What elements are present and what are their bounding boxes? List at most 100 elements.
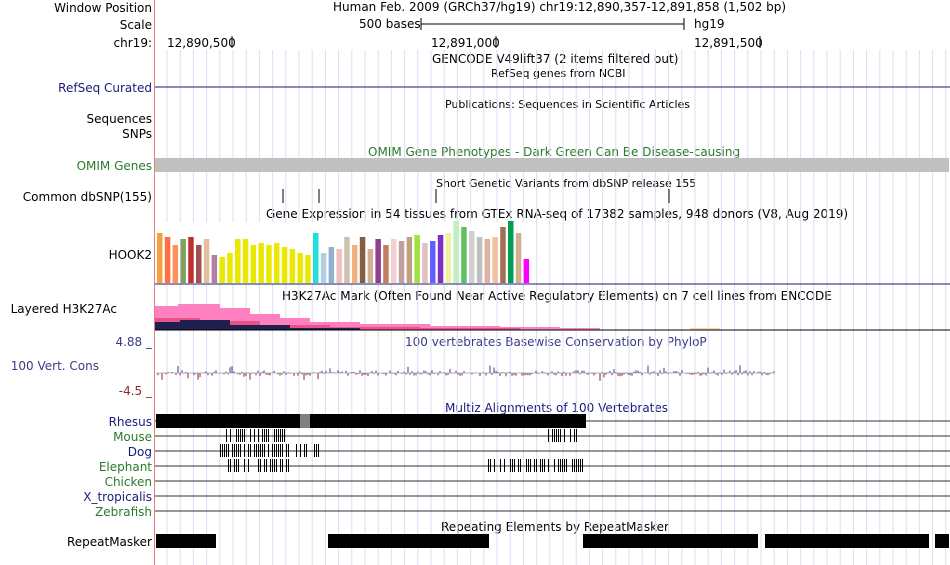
alignment-stripe [494,459,495,472]
gtex-tissue-bar [430,241,436,283]
common-dbsnp-label[interactable]: Common dbSNP(155) [22,190,152,204]
h3k27ac-signal [155,304,950,331]
gtex-tissue-bar [437,235,444,283]
gtex-tissue-bar [172,245,179,283]
alignment-stripe [240,444,241,457]
multiz-track-title[interactable]: Multiz Alignments of 100 Vertebrates [445,401,669,415]
alignment-stripe [562,459,563,472]
alignment-stripe [276,444,277,457]
gtex-tissue-bar [406,237,413,283]
alignment-stripe [276,459,277,472]
phylop-conservation-wiggle [155,365,775,381]
alignment-stripe [542,459,543,472]
alignment-stripe [512,459,513,472]
repeatmasker-elements [156,534,949,548]
sequences-label[interactable]: Sequences [86,112,152,126]
species-label-mouse[interactable]: Mouse [113,430,152,444]
species-label-dog[interactable]: Dog [127,445,152,459]
alignment-stripe [304,444,305,457]
tick-label-3: 12,891,500 [694,36,763,50]
alignment-stripe [240,429,241,442]
gtex-tissue-bar [391,239,397,283]
alignment-stripe [278,444,279,457]
alignment-stripe [264,459,265,472]
omim-genes-label[interactable]: OMIM Genes [76,159,152,173]
alignment-stripe [248,444,249,457]
alignment-stripe [262,444,263,457]
gtex-tissue-bar [523,259,530,283]
gtex-tissue-bar [344,237,350,283]
gtex-tissue-bar [383,245,389,283]
repeatmasker-track-title[interactable]: Repeating Elements by RepeatMasker [441,520,669,534]
gtex-tissue-bar [297,253,303,283]
alignment-stripe [526,459,527,472]
alignment-stripe [564,459,565,472]
alignment-stripe [238,459,239,472]
alignment-stripe [272,459,273,472]
gtex-tissue-bar [164,237,171,283]
species-label-zebrafish[interactable]: Zebrafish [95,505,152,519]
gtex-tissue-bar [461,227,467,283]
alignment-stripe [284,429,285,442]
gtex-tissue-bar [336,249,342,283]
alignment-stripe [254,444,255,457]
alignment-stripe [266,459,267,472]
species-label-chicken[interactable]: Chicken [104,475,152,489]
alignment-stripe [230,459,231,472]
alignment-stripe [258,429,259,442]
position-ticks [231,36,761,48]
gtex-gene-label[interactable]: HOOK2 [108,248,152,262]
alignment-stripe [274,429,275,442]
alignment-stripe [268,429,269,442]
alignment-stripe [266,429,267,442]
alignment-stripe [244,429,245,442]
alignment-stripe [552,429,553,442]
snps-label[interactable]: SNPs [122,127,152,141]
h3k27ac-track-title[interactable]: H3K27Ac Mark (Often Found Near Active Re… [282,289,832,303]
gencode-track-title[interactable]: GENCODE V49lift37 (2 items filtered out) [432,52,679,66]
alignment-stripe [264,429,265,442]
species-label-x-tropicalis[interactable]: X_tropicalis [83,490,152,504]
gtex-tissue-bar [305,255,311,283]
gtex-tissue-bar [453,221,459,283]
alignment-stripe [236,459,237,472]
omim-track-title[interactable]: OMIM Gene Phenotypes - Dark Green Can Be… [368,145,741,159]
alignment-stripe [286,444,287,457]
tick-label-2: 12,891,000 [431,36,500,50]
alignment-stripe [242,429,243,442]
repeatmasker-label[interactable]: RepeatMasker [66,535,152,549]
alignment-stripe [558,429,559,442]
species-label-rhesus[interactable]: Rhesus [108,415,152,429]
alignment-stripe [222,444,223,457]
dbsnp-variant-ticks [282,189,670,203]
phylop-label[interactable]: 100 Vert. Cons [10,359,99,373]
gtex-tissue-bar [445,233,452,283]
gtex-track-title[interactable]: Gene Expression in 54 tissues from GTEx … [266,207,849,221]
gtex-tissue-bar [188,237,194,283]
gtex-tissue-bar [242,239,249,283]
phylop-track-title[interactable]: 100 vertebrates Basewise Conservation by… [405,335,707,349]
alignment-stripe [306,444,307,457]
gtex-tissue-bar [320,253,327,283]
refseq-curated-label[interactable]: RefSeq Curated [58,81,152,95]
gtex-tissue-bar [492,237,498,283]
gtex-tissue-bar [289,249,296,283]
refseq-track-title[interactable]: RefSeq genes from NCBI [491,67,626,80]
alignment-stripe [500,459,501,472]
gtex-tissue-bar [367,249,374,283]
tick-label-1: 12,890,500 [167,36,236,50]
alignment-stripe [510,459,511,472]
gtex-tissue-bar [157,233,163,283]
alignment-stripe [566,459,567,472]
alignment-stripe [238,429,239,442]
species-label-elephant[interactable]: Elephant [98,460,152,474]
h3k27ac-label[interactable]: Layered H3K27Ac [10,302,117,316]
dbsnp-track-title[interactable]: Short Genetic Variants from dbSNP releas… [436,177,697,190]
alignment-stripe [254,429,255,442]
alignment-stripe [490,459,491,472]
gtex-tissue-bar [515,233,522,283]
alignment-stripe [262,429,263,442]
alignment-stripe [268,444,269,457]
alignment-stripe [560,459,561,472]
